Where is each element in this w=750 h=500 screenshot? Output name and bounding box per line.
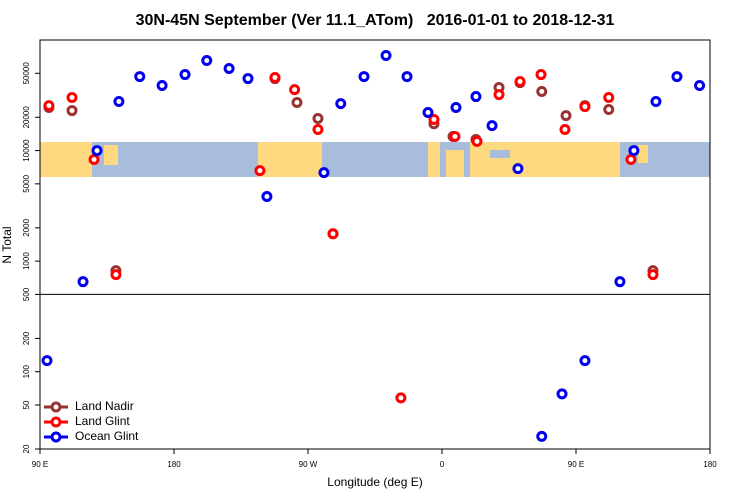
y-tick-label: 50000 <box>22 62 31 85</box>
y-tick-label: 500 <box>22 287 31 301</box>
x-tick-label: 180 <box>167 460 181 469</box>
point <box>201 55 213 67</box>
point <box>579 355 591 367</box>
x-tick-label: 90 E <box>32 460 48 469</box>
point <box>179 69 191 81</box>
point <box>603 104 615 116</box>
series <box>41 50 706 442</box>
point <box>450 102 462 114</box>
y-tick-label: 20000 <box>22 106 31 129</box>
map-background <box>40 142 710 177</box>
point <box>77 276 89 288</box>
point <box>134 71 146 83</box>
point <box>327 228 339 240</box>
point <box>650 95 662 107</box>
legend-marker <box>50 401 62 413</box>
point <box>41 355 53 367</box>
legend-marker <box>50 416 62 428</box>
point <box>556 388 568 400</box>
x-tick-label: 180 <box>703 460 717 469</box>
point <box>242 73 254 85</box>
x-axis-label: Longitude (deg E) <box>327 475 422 489</box>
point <box>614 276 626 288</box>
point <box>628 145 640 157</box>
legend-marker <box>50 431 62 443</box>
point <box>536 86 548 98</box>
legend-label: Ocean Glint <box>75 429 139 443</box>
y-tick-label: 10000 <box>22 139 31 162</box>
series <box>43 69 659 404</box>
legend-label: Land Nadir <box>75 399 134 413</box>
y-tick-label: 1000 <box>22 252 31 270</box>
point <box>254 165 266 177</box>
point <box>88 154 100 166</box>
point <box>291 97 303 109</box>
point <box>380 50 392 62</box>
point <box>471 135 483 147</box>
y-tick-label: 200 <box>22 331 31 345</box>
y-tick-label: 2000 <box>22 218 31 236</box>
point <box>486 120 498 132</box>
point <box>647 269 659 281</box>
point <box>428 113 440 125</box>
point <box>66 91 78 103</box>
x-tick-label: 90 E <box>568 460 584 469</box>
point <box>694 79 706 91</box>
y-tick-label: 50 <box>22 400 31 409</box>
point <box>261 191 273 203</box>
point <box>269 71 281 83</box>
point <box>335 98 347 110</box>
legend-label: Land Glint <box>75 414 130 428</box>
point <box>512 163 524 175</box>
point <box>110 269 122 281</box>
point <box>395 392 407 404</box>
point <box>312 124 324 136</box>
y-tick-label: 5000 <box>22 174 31 192</box>
point <box>91 145 103 157</box>
point <box>156 79 168 91</box>
point <box>493 89 505 101</box>
point <box>289 84 301 96</box>
point <box>358 71 370 83</box>
y-axis-label: N Total <box>0 226 14 263</box>
point <box>559 124 571 136</box>
point <box>449 131 461 143</box>
point <box>223 63 235 75</box>
point <box>514 76 526 88</box>
point <box>312 113 324 125</box>
x-tick-label: 90 W <box>299 460 318 469</box>
point <box>318 167 330 179</box>
point <box>66 105 78 117</box>
x-tick-label: 0 <box>440 460 445 469</box>
point <box>560 110 572 122</box>
point <box>401 71 413 83</box>
point <box>536 430 548 442</box>
chart-title: 30N-45N September (Ver 11.1_ATom) 2016-0… <box>136 12 615 29</box>
point <box>625 154 637 166</box>
point <box>43 100 55 112</box>
point <box>603 91 615 103</box>
point <box>470 91 482 103</box>
point <box>579 101 591 113</box>
point <box>422 106 434 118</box>
point <box>113 95 125 107</box>
plot-frame <box>39 39 711 450</box>
point <box>535 69 547 81</box>
y-tick-label: 100 <box>22 364 31 378</box>
y-tick-label: 20 <box>22 444 31 453</box>
point <box>671 71 683 83</box>
